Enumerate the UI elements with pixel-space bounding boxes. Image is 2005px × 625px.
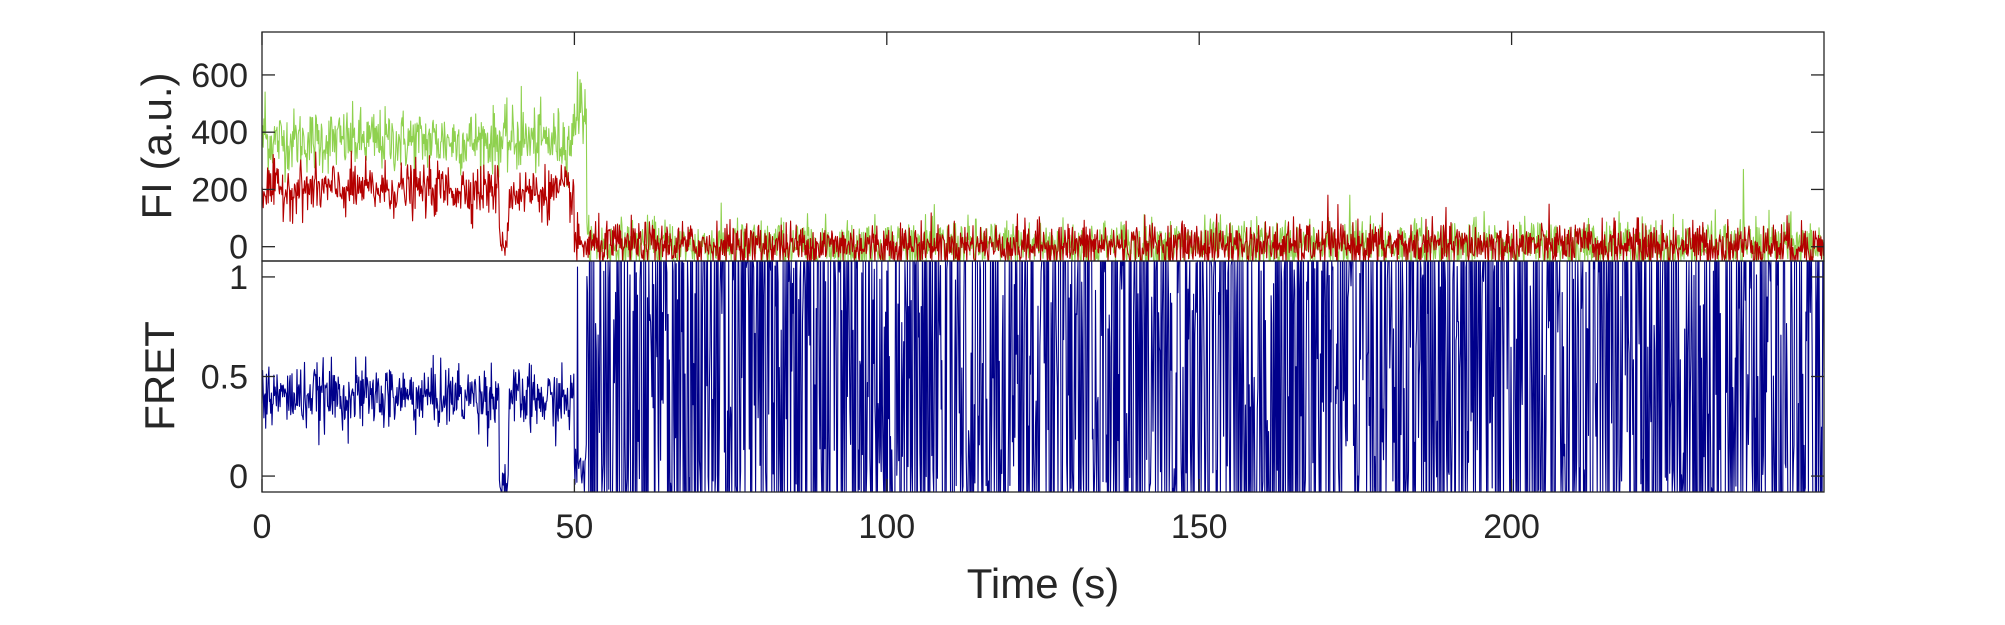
fret-trace-line [261, 260, 1825, 493]
fret-panel: 00.51 0 50 100 150 200 FRET Time (s) [136, 259, 1825, 607]
y-tick-label: 1 [229, 259, 248, 297]
y-tick-label: 0 [229, 229, 248, 267]
fluorescence-y-ticks: 0 200 400 600 [191, 32, 1824, 267]
fluorescence-panel: 0 200 400 600 FI (a.u.) [133, 31, 1825, 267]
x-tick-label: 0 [253, 508, 272, 546]
y-tick-label: 200 [191, 171, 248, 209]
y-tick-label: 400 [191, 114, 248, 152]
x-tick-label: 150 [1171, 508, 1228, 546]
y-tick-label: 600 [191, 57, 248, 95]
x-tick-label: 50 [555, 508, 593, 546]
fret-traces [261, 260, 1825, 493]
x-tick-label: 200 [1483, 508, 1540, 546]
time-x-ticks: 0 50 100 150 200 [253, 479, 1540, 546]
time-x-axis-title: Time (s) [967, 560, 1119, 607]
fret-y-ticks: 00.51 [201, 259, 1824, 496]
fluorescence-y-axis-title: FI (a.u.) [133, 72, 180, 219]
fluorescence-traces [261, 71, 1825, 262]
x-tick-label: 100 [858, 508, 915, 546]
fret-y-axis-title: FRET [136, 321, 183, 431]
acceptor-trace-line [261, 150, 1825, 262]
y-tick-label: 0 [229, 458, 248, 496]
y-tick-label: 0.5 [201, 359, 248, 397]
